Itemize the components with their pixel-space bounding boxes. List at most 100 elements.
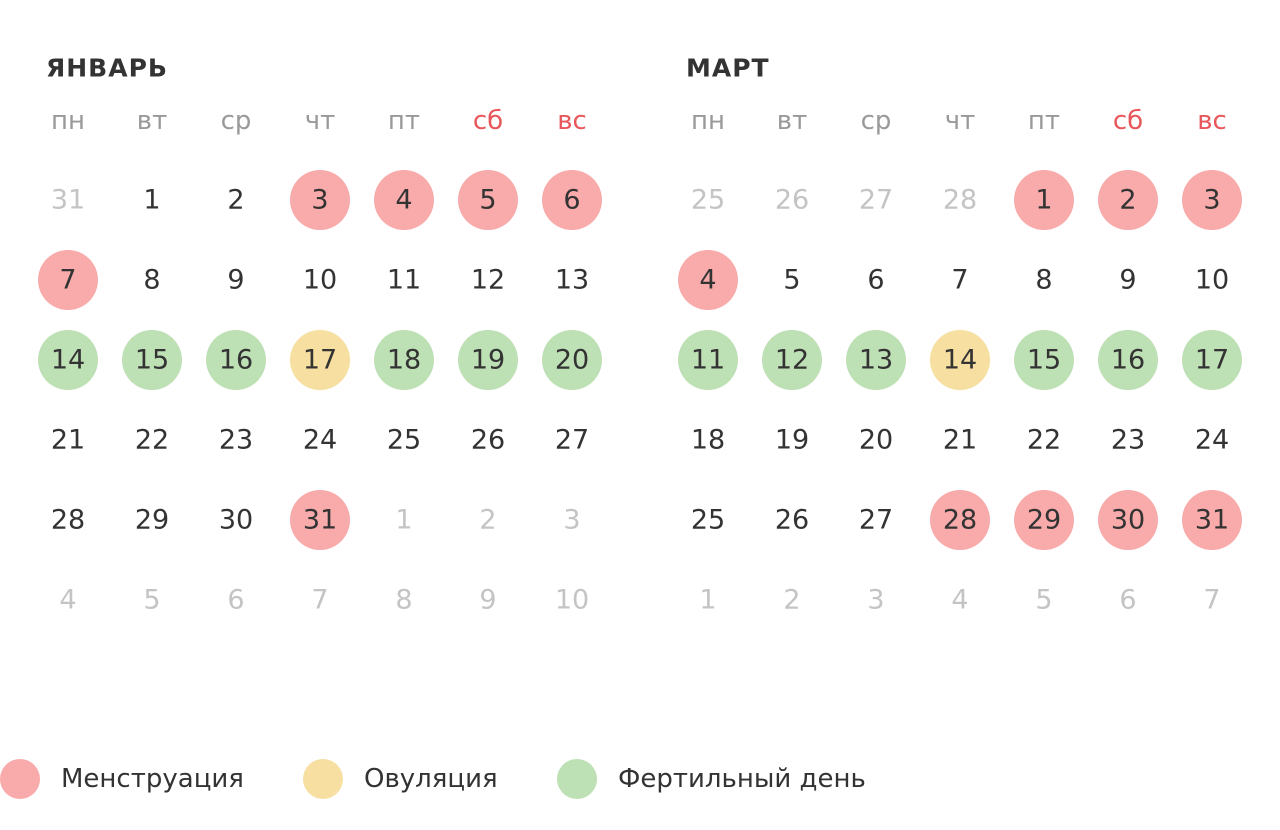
legend-label: Менструация (61, 764, 244, 794)
day: 1 (395, 505, 412, 536)
day: 27 (859, 505, 893, 536)
day-highlight (290, 170, 350, 230)
day: 3 (563, 505, 580, 536)
day: 25 (691, 505, 725, 536)
day: 31 (51, 185, 85, 216)
legend-label: Фертильный день (618, 764, 866, 794)
day: 31 (1195, 505, 1229, 536)
day: 19 (775, 425, 809, 456)
day: 10 (1195, 265, 1229, 296)
day: 23 (1111, 425, 1145, 456)
day: 2 (227, 185, 244, 216)
weekday: вт (137, 106, 167, 136)
day: 19 (471, 345, 505, 376)
day: 20 (859, 425, 893, 456)
day-highlight (1014, 330, 1074, 390)
day: 26 (775, 185, 809, 216)
day: 8 (1035, 265, 1052, 296)
month-title: МАРТ (686, 54, 770, 83)
day-highlight (458, 170, 518, 230)
day: 14 (943, 345, 977, 376)
day: 26 (775, 505, 809, 536)
day: 6 (1119, 585, 1136, 616)
day: 4 (59, 585, 76, 616)
day-highlight (38, 250, 98, 310)
day: 3 (1203, 185, 1220, 216)
day: 24 (303, 425, 337, 456)
day: 25 (691, 185, 725, 216)
day: 1 (143, 185, 160, 216)
day: 27 (555, 425, 589, 456)
day: 7 (311, 585, 328, 616)
day-highlight (542, 170, 602, 230)
month-title: ЯНВАРЬ (46, 54, 168, 83)
day: 16 (1111, 345, 1145, 376)
day: 3 (311, 185, 328, 216)
day: 5 (1035, 585, 1052, 616)
day-highlight (1098, 330, 1158, 390)
day: 16 (219, 345, 253, 376)
day: 11 (691, 345, 725, 376)
day-highlight (678, 330, 738, 390)
day: 12 (775, 345, 809, 376)
day: 6 (867, 265, 884, 296)
weekday: чт (945, 106, 976, 136)
day: 7 (951, 265, 968, 296)
day-highlight (846, 330, 906, 390)
day: 6 (227, 585, 244, 616)
weekday: пт (1028, 106, 1060, 136)
day-highlight (1098, 490, 1158, 550)
weekday: сб (1113, 106, 1143, 136)
day-highlight (1014, 170, 1074, 230)
day: 20 (555, 345, 589, 376)
day: 28 (943, 505, 977, 536)
day: 28 (943, 185, 977, 216)
day: 15 (1027, 345, 1061, 376)
day-highlight (1098, 170, 1158, 230)
day: 9 (1119, 265, 1136, 296)
day: 13 (859, 345, 893, 376)
weekday: вт (777, 106, 807, 136)
day: 4 (699, 265, 716, 296)
day: 14 (51, 345, 85, 376)
day: 8 (395, 585, 412, 616)
day: 7 (1203, 585, 1220, 616)
day: 17 (1195, 345, 1229, 376)
day: 8 (143, 265, 160, 296)
day: 25 (387, 425, 421, 456)
day: 9 (227, 265, 244, 296)
day: 3 (867, 585, 884, 616)
day-highlight (458, 330, 518, 390)
weekday: вс (557, 106, 587, 136)
day: 10 (555, 585, 589, 616)
day-highlight (290, 490, 350, 550)
day-highlight (542, 330, 602, 390)
weekday: пн (691, 106, 725, 136)
day: 4 (951, 585, 968, 616)
day: 22 (135, 425, 169, 456)
day: 30 (1111, 505, 1145, 536)
day-highlight (38, 330, 98, 390)
day-highlight (1014, 490, 1074, 550)
day-highlight (678, 250, 738, 310)
day: 31 (303, 505, 337, 536)
day: 18 (387, 345, 421, 376)
day: 7 (59, 265, 76, 296)
weekday: ср (861, 106, 892, 136)
day: 4 (395, 185, 412, 216)
day-highlight (1182, 330, 1242, 390)
day-highlight (374, 330, 434, 390)
day: 5 (143, 585, 160, 616)
day: 13 (555, 265, 589, 296)
legend-swatch (303, 759, 343, 799)
weekday: вс (1197, 106, 1227, 136)
weekday: пн (51, 106, 85, 136)
weekday: ср (221, 106, 252, 136)
day: 18 (691, 425, 725, 456)
day: 2 (1119, 185, 1136, 216)
day: 2 (783, 585, 800, 616)
day: 10 (303, 265, 337, 296)
day: 15 (135, 345, 169, 376)
day-highlight (1182, 170, 1242, 230)
